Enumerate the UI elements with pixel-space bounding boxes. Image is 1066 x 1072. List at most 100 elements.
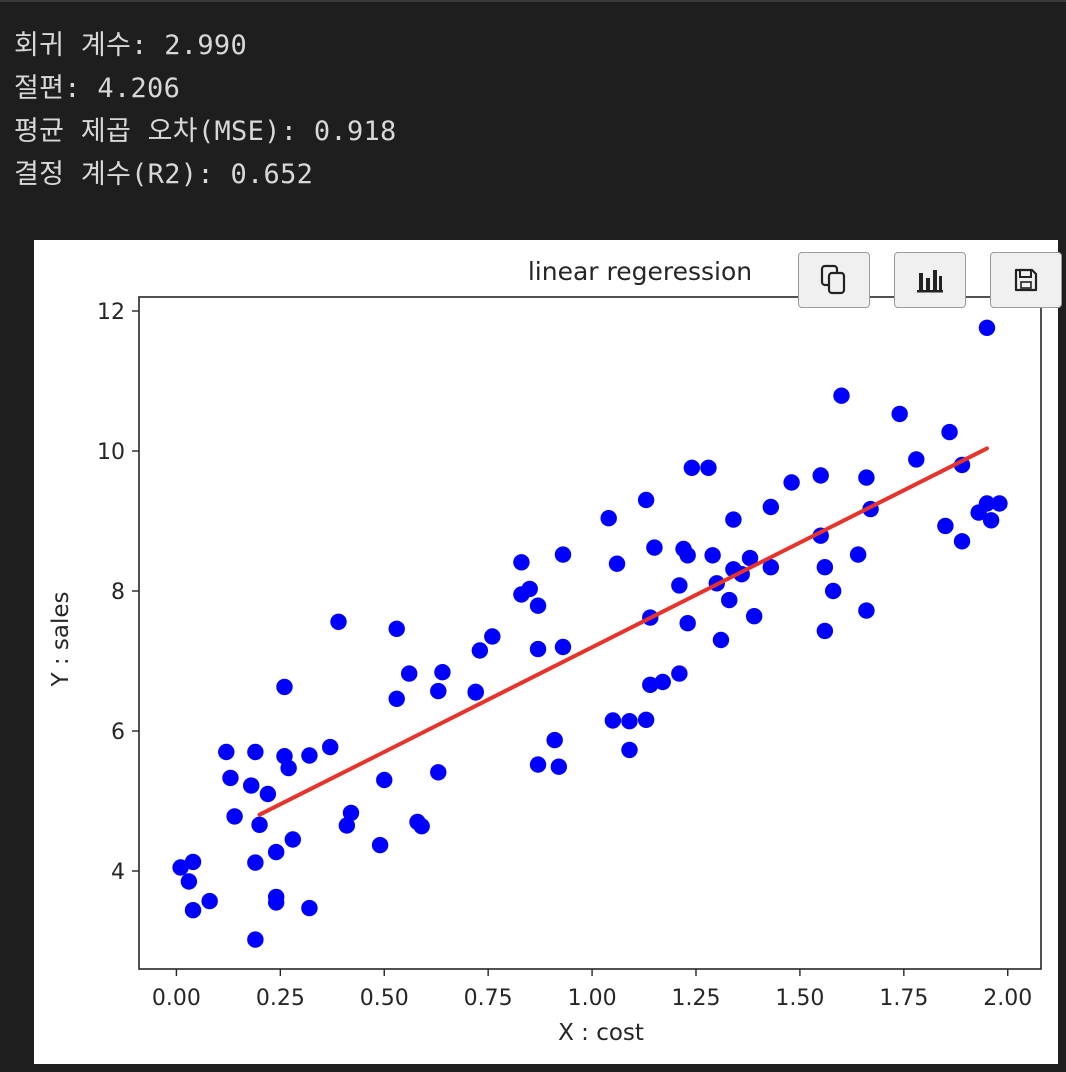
data-point [484, 628, 501, 645]
data-point [654, 673, 671, 691]
x-tick-label: 1.00 [568, 986, 617, 1011]
data-point [891, 405, 908, 423]
chart-button[interactable] [894, 252, 966, 308]
data-point [679, 615, 696, 632]
data-point [953, 533, 971, 550]
data-point [276, 678, 293, 696]
plot-frame [138, 296, 1042, 970]
data-point [908, 451, 925, 468]
data-point [941, 423, 958, 441]
data-point [471, 642, 489, 659]
data-point [388, 690, 405, 707]
x-tick-label: 0.00 [152, 986, 201, 1011]
x-axis-title: X : cost [558, 1020, 644, 1046]
data-point [322, 738, 339, 756]
data-point [546, 731, 563, 749]
data-point [201, 892, 218, 910]
regression-line [257, 446, 989, 817]
y-tick-label: 8 [111, 580, 125, 605]
data-point [259, 785, 277, 803]
data-point [430, 682, 447, 700]
data-point [172, 859, 189, 876]
data-point [812, 467, 829, 484]
data-point [683, 459, 701, 476]
data-point [621, 741, 638, 759]
data-point [267, 888, 285, 906]
y-tick-label: 10 [97, 440, 125, 465]
data-point [671, 577, 688, 594]
data-point [467, 684, 484, 701]
x-tick-label: 0.25 [256, 986, 305, 1011]
data-point [550, 758, 568, 775]
data-point [400, 665, 418, 682]
data-point [267, 843, 285, 861]
scatter-chart: linear regeression 0.00 0.25 0.50 0.75 1.00 1.… [48, 257, 1042, 1046]
output-line-mse: 평균 제곱 오차(MSE): 0.918 [14, 116, 397, 147]
data-point [978, 319, 996, 336]
data-point [184, 853, 202, 871]
data-point [513, 554, 530, 571]
data-point [700, 459, 717, 476]
y-tick-label: 6 [111, 720, 125, 745]
output-line-intercept: 절편: 4.206 [14, 73, 181, 104]
data-point [184, 902, 202, 919]
y-axis-title: Y : sales [48, 591, 74, 687]
figure: linear regeression 0.00 0.25 0.50 0.75 1.00 1.… [34, 240, 1062, 1064]
copy-button[interactable] [798, 252, 870, 308]
data-point [529, 756, 547, 773]
data-point [529, 640, 547, 658]
x-tick-label: 1.25 [672, 986, 721, 1011]
data-point [982, 512, 1000, 529]
data-point [725, 511, 742, 528]
data-point [762, 498, 780, 516]
data-point [816, 559, 834, 576]
data-point [529, 597, 547, 614]
data-point [637, 711, 655, 728]
data-point [554, 638, 572, 656]
data-point [608, 555, 626, 572]
data-point [180, 873, 198, 890]
data-point [301, 747, 318, 764]
save-button[interactable] [990, 252, 1062, 308]
data-point [280, 759, 297, 777]
x-tick-label: 0.50 [360, 986, 409, 1011]
data-point [430, 764, 447, 781]
data-point [226, 808, 243, 825]
data-point [600, 510, 617, 527]
data-point [679, 547, 696, 564]
copy-icon [820, 264, 846, 295]
x-tick-label: 2.00 [983, 986, 1032, 1011]
data-point [745, 608, 763, 625]
data-point [991, 495, 1008, 512]
data-point [301, 899, 318, 917]
data-point [849, 546, 867, 563]
data-point [741, 549, 759, 567]
x-tick-label: 1.50 [775, 986, 824, 1011]
data-point [783, 474, 800, 491]
cell-output-text: 회귀 계수: 2.990 절편: 4.206 평균 제곱 오차(MSE): 0.… [14, 24, 397, 196]
data-point [671, 665, 688, 682]
x-tick-label: 1.75 [879, 986, 928, 1011]
data-point [833, 387, 850, 404]
data-point [284, 831, 301, 848]
data-point [704, 547, 721, 564]
output-line-coefficient: 회귀 계수: 2.990 [14, 30, 248, 61]
cell-top-border [0, 0, 1066, 2]
data-point [858, 469, 875, 486]
data-point [247, 854, 264, 871]
x-tick-label: 0.75 [464, 986, 513, 1011]
data-point [712, 631, 730, 649]
data-point [413, 818, 430, 835]
data-point [937, 517, 954, 535]
data-point [858, 602, 875, 619]
data-point [642, 676, 659, 693]
save-icon [1014, 268, 1038, 292]
data-point [816, 622, 834, 640]
data-point [646, 539, 663, 556]
data-point [388, 620, 405, 637]
y-tick-label: 4 [111, 860, 125, 885]
data-point [824, 582, 842, 600]
data-point [721, 591, 738, 609]
data-point [376, 771, 393, 789]
data-point [247, 743, 264, 761]
